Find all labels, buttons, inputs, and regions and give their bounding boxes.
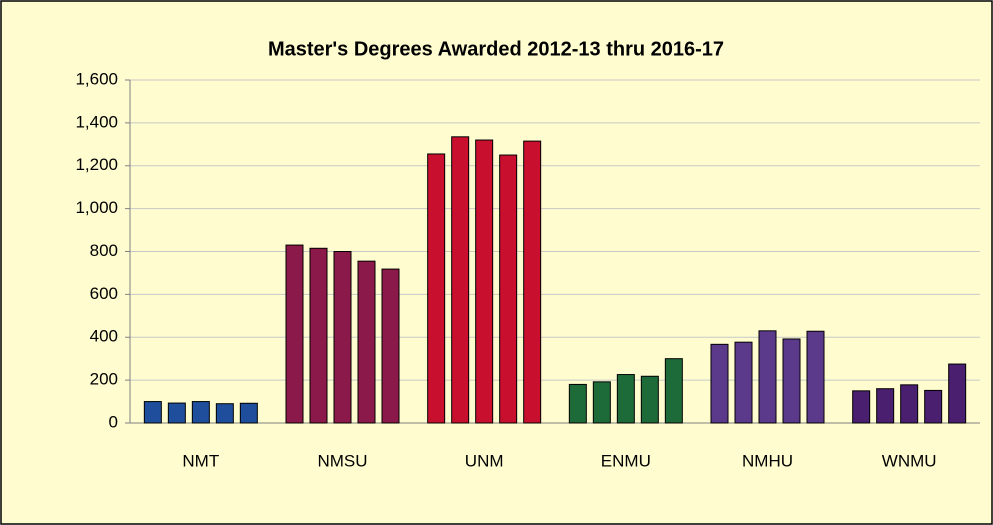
bar (143, 401, 162, 424)
bar (191, 401, 210, 424)
x-tick-label: NMSU (317, 451, 367, 470)
bar (451, 136, 470, 424)
bar (640, 375, 659, 424)
y-tick-label: 800 (90, 241, 118, 260)
bar (924, 389, 943, 424)
y-tick-label: 1,600 (75, 69, 118, 88)
y-tick-label: 1,200 (75, 155, 118, 174)
bar (475, 139, 494, 424)
bar (710, 343, 729, 424)
y-tick-label: 600 (90, 284, 118, 303)
x-tick-label: ENMU (601, 451, 651, 470)
y-tick-label: 1,000 (75, 198, 118, 217)
y-tick-label: 0 (109, 412, 118, 431)
y-tick-label: 400 (90, 327, 118, 346)
x-tick-label: WNMU (882, 451, 937, 470)
bar (806, 330, 825, 424)
bar (167, 402, 186, 424)
bar (852, 390, 871, 424)
bar (782, 338, 801, 424)
bar (900, 384, 919, 424)
bar (285, 244, 304, 424)
bar (876, 388, 895, 424)
bar (357, 260, 376, 424)
bar (239, 402, 258, 424)
bar (215, 403, 234, 424)
bar (381, 268, 400, 424)
y-tick-label: 200 (90, 370, 118, 389)
bar (616, 374, 635, 424)
bar (309, 247, 328, 424)
y-tick-label: 1,400 (75, 112, 118, 131)
bar (948, 363, 967, 424)
bar (758, 330, 777, 424)
bar (664, 358, 683, 424)
bar (499, 154, 518, 424)
x-tick-label: UNM (465, 451, 504, 470)
bar (333, 251, 352, 424)
bar (568, 383, 587, 424)
bar (427, 153, 446, 424)
bar (592, 381, 611, 424)
bar (523, 140, 542, 424)
x-tick-label: NMT (182, 451, 219, 470)
x-tick-label: NMHU (742, 451, 793, 470)
bar (734, 341, 753, 424)
chart-title: Master's Degrees Awarded 2012-13 thru 20… (268, 38, 724, 60)
